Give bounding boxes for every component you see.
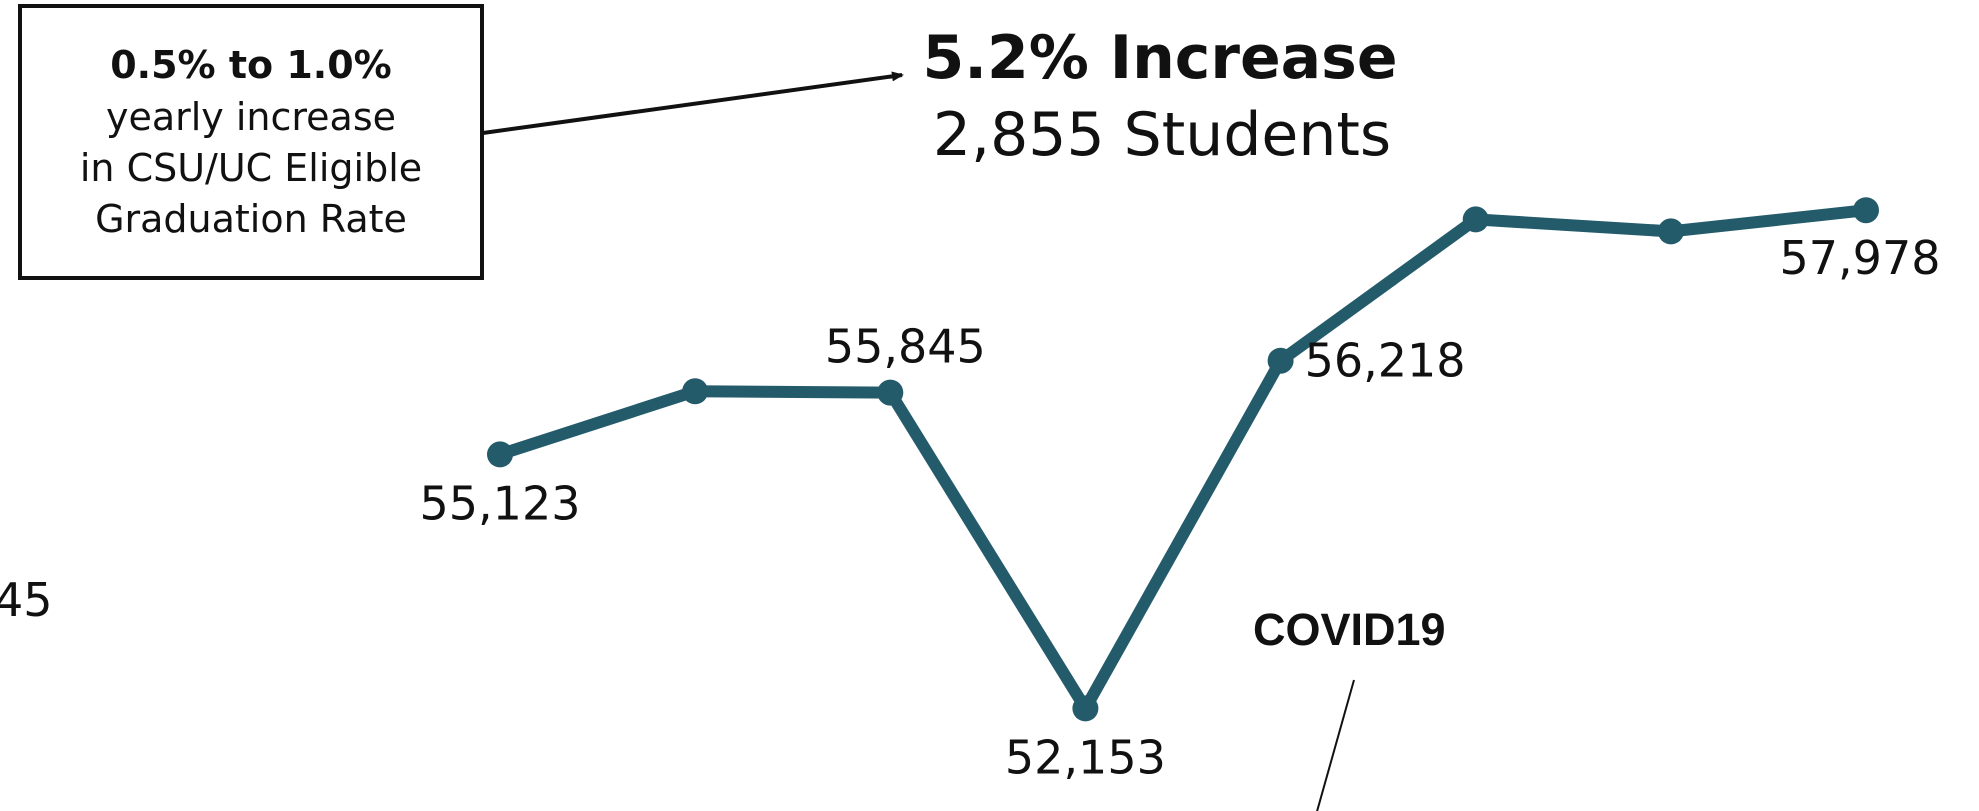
- data-point: [1267, 347, 1294, 374]
- data-label: 55,123: [420, 476, 581, 530]
- data-point: [1462, 206, 1489, 233]
- series-line: [494, 204, 1872, 715]
- headline-subtitle: 2,855 Students: [933, 100, 1391, 170]
- callout-arrow: [482, 71, 904, 135]
- headline-title: 5.2% Increase: [922, 23, 1397, 93]
- callout-box: 0.5% to 1.0% yearly increase in CSU/UC E…: [18, 4, 484, 280]
- edge-fragment-label: 45: [0, 573, 53, 627]
- data-label: 55,845: [825, 320, 986, 374]
- data-point: [1657, 218, 1684, 245]
- data-point: [877, 379, 904, 406]
- data-point: [1853, 197, 1879, 224]
- callout-rate-range: 0.5% to 1.0%: [110, 43, 392, 87]
- callout-line-2: yearly increase: [106, 95, 396, 139]
- data-label: 57,978: [1780, 231, 1941, 285]
- data-point: [1072, 695, 1099, 722]
- data-point: [682, 378, 709, 405]
- data-point: [487, 441, 513, 468]
- covid-annotation: COVID19: [1253, 604, 1446, 655]
- data-label: 56,218: [1305, 334, 1466, 388]
- covid-leader-line: [1316, 679, 1355, 811]
- callout-line-3: in CSU/UC Eligible: [80, 146, 422, 190]
- data-label: 52,153: [1005, 730, 1166, 784]
- data-labels: 55,123 55,845 52,153 56,218 57,978: [420, 231, 1941, 784]
- data-points: [487, 197, 1879, 722]
- callout-box-frame: [18, 4, 484, 280]
- callout-line-4: Graduation Rate: [95, 197, 407, 241]
